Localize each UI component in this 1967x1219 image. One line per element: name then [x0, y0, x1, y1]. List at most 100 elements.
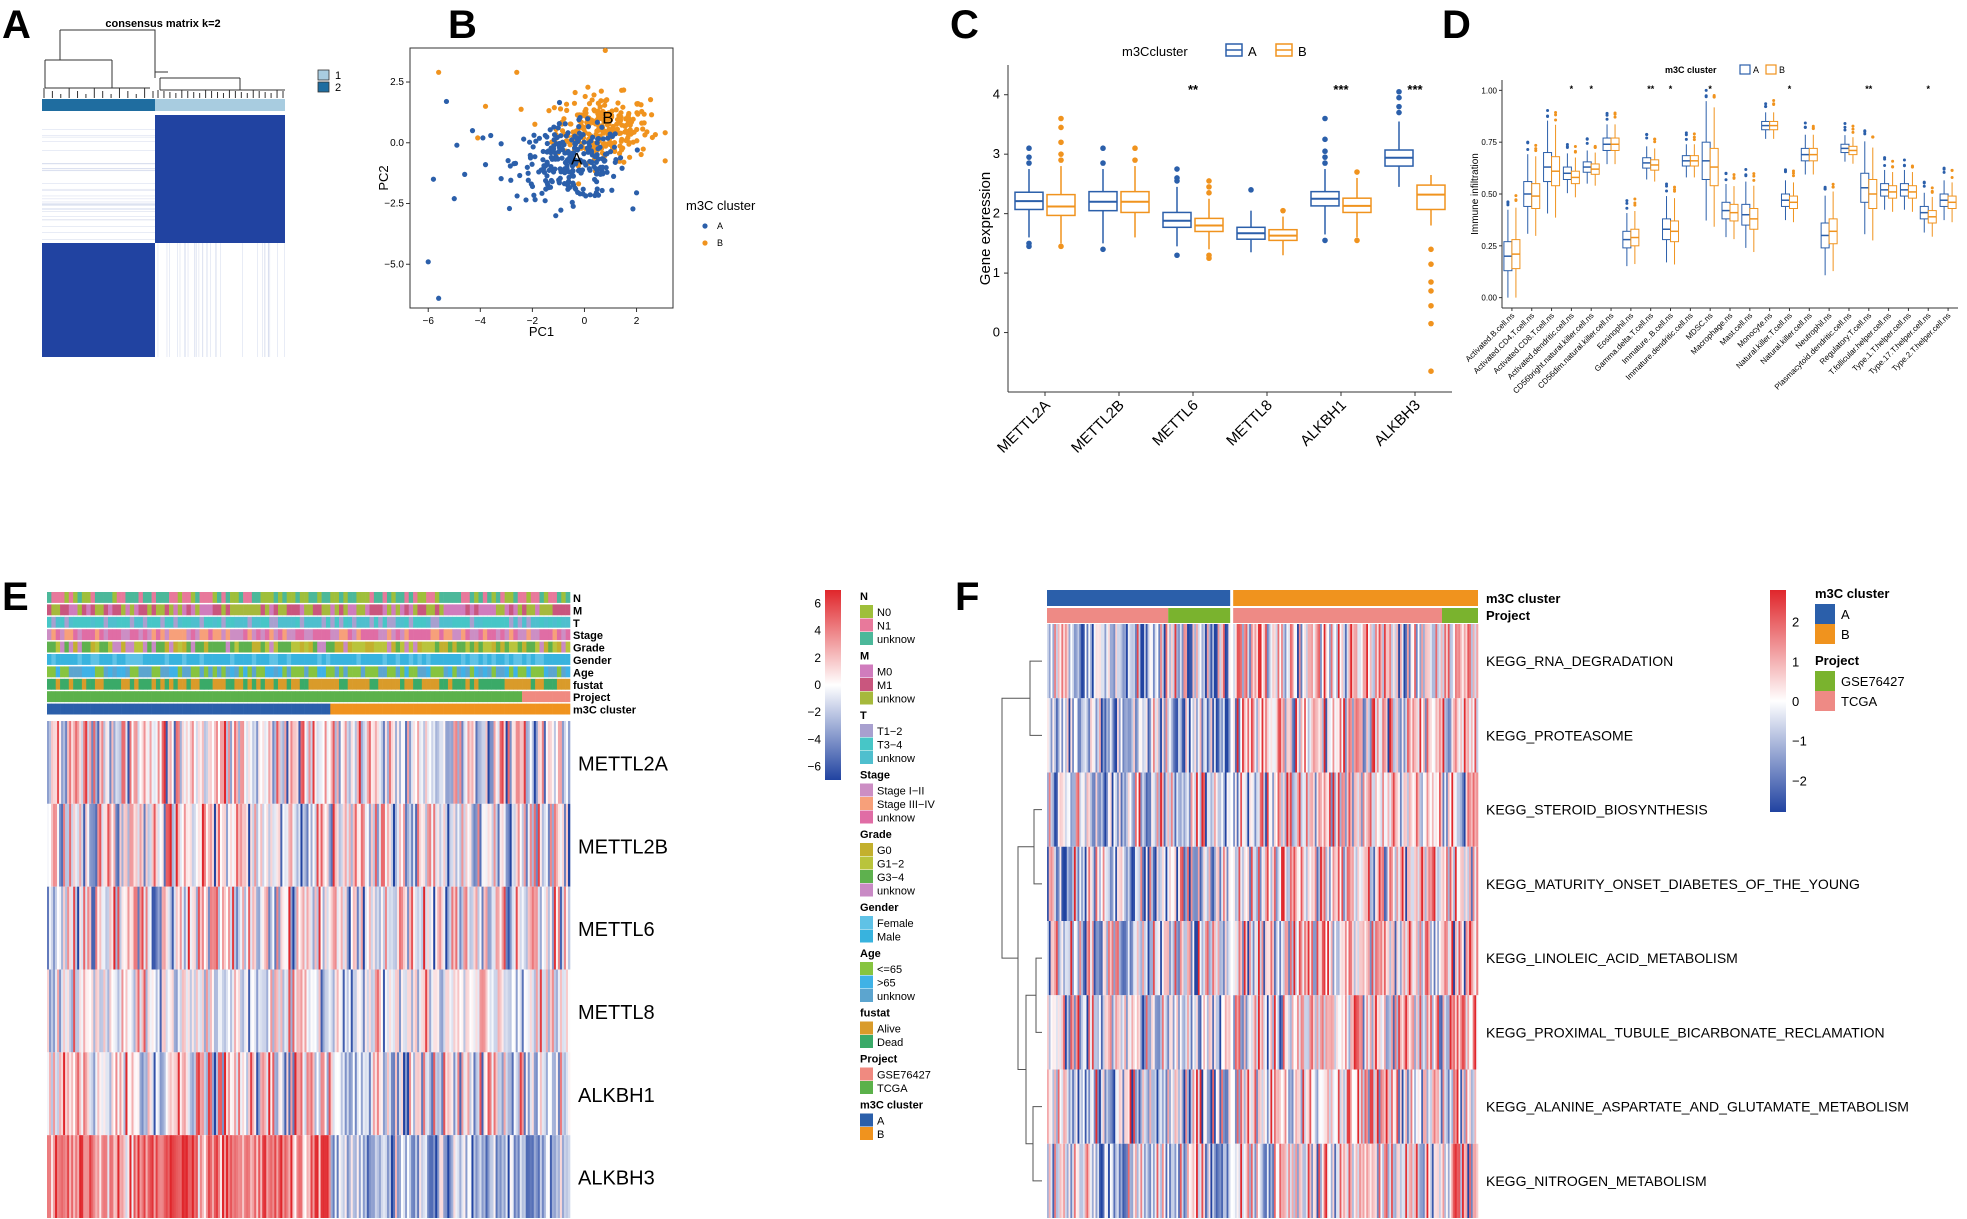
f-heatmap-cell	[1360, 698, 1363, 773]
heatmap-cell	[213, 1052, 217, 1136]
immune-significance: **	[1647, 84, 1655, 94]
annotation-cell	[530, 629, 536, 641]
heatmap-cell	[308, 721, 311, 804]
annotation-cell	[400, 703, 405, 715]
heatmap-cell	[197, 1052, 201, 1136]
annotation-cell	[234, 604, 240, 616]
legend-e-label: unknow	[877, 991, 915, 1003]
annotation-cell	[234, 654, 240, 665]
heatmap-cell	[105, 721, 108, 804]
annotation-cell	[504, 703, 510, 715]
f-heatmap-cell	[1163, 772, 1166, 847]
heatmap-cell	[93, 886, 96, 970]
heatmap-cell	[449, 721, 452, 804]
heatmap-cell	[304, 1052, 307, 1136]
f-heatmap-cell	[1369, 624, 1372, 699]
annotation-cell	[465, 592, 471, 603]
heatmap-cell	[71, 886, 74, 970]
f-heatmap-cell	[1203, 772, 1206, 847]
heatmap-cell	[87, 1135, 90, 1218]
annotation-cell	[330, 654, 335, 665]
f-heatmap-cell	[1167, 624, 1170, 699]
f-heatmap-cell	[1470, 698, 1473, 773]
heatmap-cell	[191, 1052, 195, 1136]
f-heatmap-cell	[1093, 698, 1096, 773]
heatmap-cell	[477, 886, 480, 970]
f-heatmap-cell	[1073, 772, 1077, 847]
f-heatmap-cell	[1270, 624, 1273, 699]
f-heatmap-cell	[1431, 772, 1434, 847]
heatmap-cell	[403, 969, 406, 1053]
heatmap-cell	[451, 1052, 454, 1136]
f-heatmap-cell	[1188, 772, 1191, 847]
immune-significance: **	[1865, 84, 1873, 94]
annotation-cell	[81, 691, 87, 703]
annotation-cell	[216, 666, 222, 678]
heatmap-cell	[67, 721, 70, 804]
panel-letter-b: B	[448, 3, 477, 47]
annotation-cell	[155, 616, 161, 628]
pca-point-b	[518, 106, 524, 112]
f-heatmap-cell	[1245, 772, 1248, 847]
heatmap-cell	[53, 1052, 56, 1136]
heatmap-cell	[527, 1135, 531, 1218]
heatmap-cell	[57, 803, 60, 887]
colorbar-e-tick: −6	[807, 759, 821, 773]
annotation-cell	[417, 654, 423, 665]
pca-point-a	[565, 178, 572, 185]
annotation-cell	[434, 641, 440, 653]
box-outlier	[1625, 199, 1629, 203]
heatmap-cell	[481, 721, 484, 804]
heatmap-cell	[85, 1135, 88, 1218]
heatmap-cell	[465, 803, 468, 887]
heatmap-cell	[405, 1135, 408, 1218]
f-heatmap-cell	[1090, 846, 1093, 921]
heatmap-cell	[551, 721, 555, 804]
heatmap-cell	[53, 803, 56, 887]
annotation-cell	[378, 678, 383, 690]
heatmap-cell	[81, 969, 84, 1053]
heatmap-cell	[228, 1052, 231, 1136]
heatmap-cell	[378, 721, 382, 804]
heatmap-cell	[493, 1052, 496, 1136]
heatmap-cell	[429, 1052, 432, 1136]
f-heatmap-cell	[1405, 698, 1408, 773]
f-heatmap-cell	[1068, 624, 1071, 699]
gene-box-alkbh3-b	[1416, 174, 1446, 374]
heatmap-cell	[211, 1135, 215, 1218]
heatmap-cell	[435, 969, 438, 1053]
heatmap-cell	[338, 886, 341, 970]
pca-point-a	[521, 136, 527, 142]
annotation-cell	[256, 654, 261, 665]
immune-legend-key-a	[1739, 64, 1751, 75]
heatmap-cell	[278, 1135, 281, 1218]
heatmap-cell	[517, 1052, 521, 1136]
annotation-cell	[404, 604, 410, 616]
annotation-cell	[517, 592, 523, 603]
heatmap-cell	[276, 1135, 279, 1218]
annotation-cell	[251, 629, 257, 641]
pca-point-a	[604, 169, 610, 175]
heatmap-cell	[330, 721, 333, 804]
f-heatmap-cell	[1273, 772, 1277, 847]
heatmap-cell	[565, 969, 569, 1053]
heatmap-cell	[419, 1052, 422, 1136]
annotation-cell	[339, 641, 344, 653]
legend-e-label: Dead	[877, 1037, 903, 1049]
annotation-cell	[199, 678, 205, 690]
f-heatmap-cell	[1259, 772, 1262, 847]
heatmap-cell	[268, 886, 271, 970]
annotation-cell	[513, 666, 518, 678]
heatmap-cell	[348, 886, 352, 970]
heatmap-cell	[165, 803, 168, 887]
f-heatmap-cell	[1309, 772, 1312, 847]
heatmap-cell	[388, 886, 392, 970]
f-heatmap-cell	[1399, 624, 1403, 699]
f-heatmap-cell	[1286, 772, 1289, 847]
heatmap-cell	[91, 1052, 94, 1136]
pca-point-a	[540, 148, 546, 155]
f-heatmap-cell	[1129, 846, 1132, 921]
heatmap-cell	[439, 969, 442, 1053]
heatmap-cell	[366, 1052, 370, 1136]
f-heatmap-cell	[1147, 772, 1150, 847]
